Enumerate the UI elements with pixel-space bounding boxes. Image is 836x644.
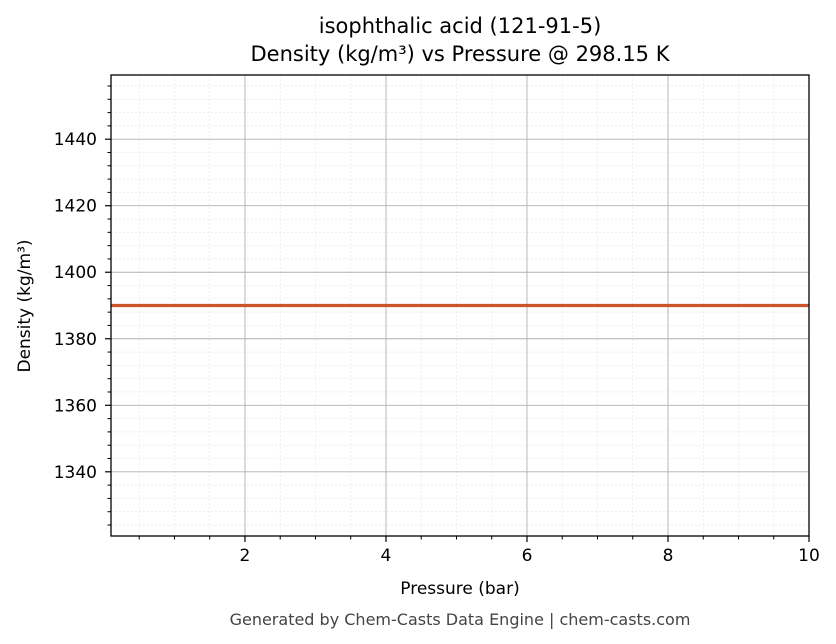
y-tick-label: 1400 <box>54 263 97 283</box>
x-tick-label: 8 <box>663 546 674 566</box>
x-axis-label: Pressure (bar) <box>400 579 519 599</box>
y-tick-label: 1340 <box>54 463 97 483</box>
y-tick-label: 1440 <box>54 130 97 150</box>
x-tick-labels: 2 4 6 8 10 <box>240 546 820 566</box>
y-tick-label: 1380 <box>54 330 97 350</box>
y-tick-labels: 1340 1360 1380 1400 1420 1440 <box>54 130 97 483</box>
x-tick-label: 6 <box>522 546 533 566</box>
x-tick-label: 4 <box>381 546 392 566</box>
plot-frame <box>110 74 810 537</box>
chart-title: isophthalic acid (121-91-5) <box>319 14 602 38</box>
major-grid <box>111 75 809 536</box>
x-tick-label: 2 <box>240 546 251 566</box>
y-tick-label: 1360 <box>54 396 97 416</box>
axis-ticks <box>105 85 810 542</box>
x-tick-label: 10 <box>798 546 820 566</box>
y-tick-label: 1420 <box>54 197 97 217</box>
y-axis-label: Density (kg/m³) <box>15 239 35 372</box>
chart-subtitle: Density (kg/m³) vs Pressure @ 298.15 K <box>250 42 670 66</box>
footer-credit: Generated by Chem-Casts Data Engine | ch… <box>230 610 691 629</box>
minor-grid <box>111 75 809 536</box>
